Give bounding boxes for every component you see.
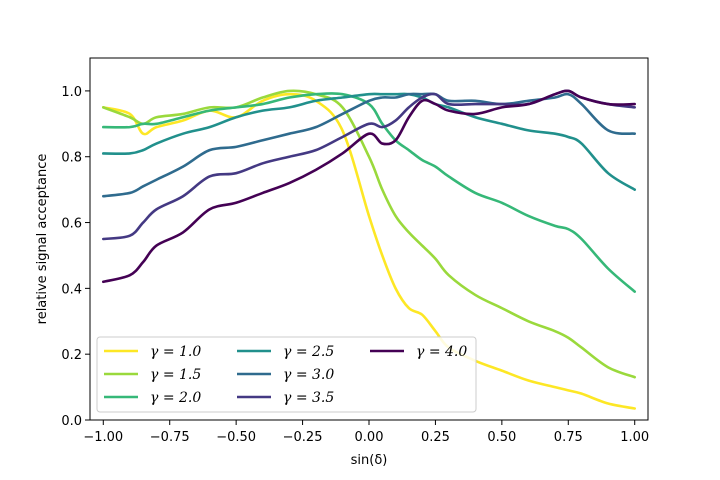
series-line-2 [101,89,637,379]
y-tick-label: 0.6 [61,217,82,232]
legend-entry-label: γ = 1.5 [150,367,201,383]
x-tick-label: 0.50 [487,430,516,445]
legend-entry-label: γ = 2.0 [150,390,201,406]
y-tick-label: 0.4 [61,282,82,297]
series-line-5 [101,92,637,198]
y-axis-ticks: 0.0 0.2 0.4 0.6 0.8 1.0 [61,85,90,429]
y-tick-label: 0.0 [61,414,82,429]
legend-entry-label: γ = 2.5 [283,344,334,360]
y-tick-label: 0.2 [61,348,82,363]
x-tick-label: −0.50 [216,430,256,445]
y-tick-label: 0.8 [61,151,82,166]
legend-entry-label: γ = 4.0 [416,344,467,360]
x-tick-label: 0.25 [421,430,450,445]
x-tick-label: −1.00 [83,430,123,445]
legend: γ = 1.0 γ = 1.5 γ = 2.0 γ = 2.5 γ = 3.0 γ = 3… [96,336,477,413]
series-line-3 [101,92,637,293]
x-tick-label: −0.25 [283,430,323,445]
x-tick-label: 1.00 [620,430,649,445]
legend-frame [96,336,477,413]
legend-entry-label: γ = 3.5 [283,390,334,406]
x-tick-label: 0.00 [355,430,384,445]
legend-entry-label: γ = 3.0 [283,367,334,383]
x-tick-label: −0.75 [150,430,190,445]
series-line-7 [101,89,637,284]
x-tick-label: 0.75 [554,430,583,445]
legend-entry-label: γ = 1.0 [150,344,201,360]
x-axis-ticks: −1.00 −0.75 −0.50 −0.25 0.00 0.25 0.50 0.75 1.00 [83,420,649,445]
y-tick-label: 1.0 [61,85,82,100]
y-axis-label: relative signal acceptance [35,154,50,325]
x-axis-label: sin(δ) [351,453,388,468]
series-line-1 [101,92,637,410]
series-line-4 [101,92,637,191]
plot-lines [101,89,637,410]
